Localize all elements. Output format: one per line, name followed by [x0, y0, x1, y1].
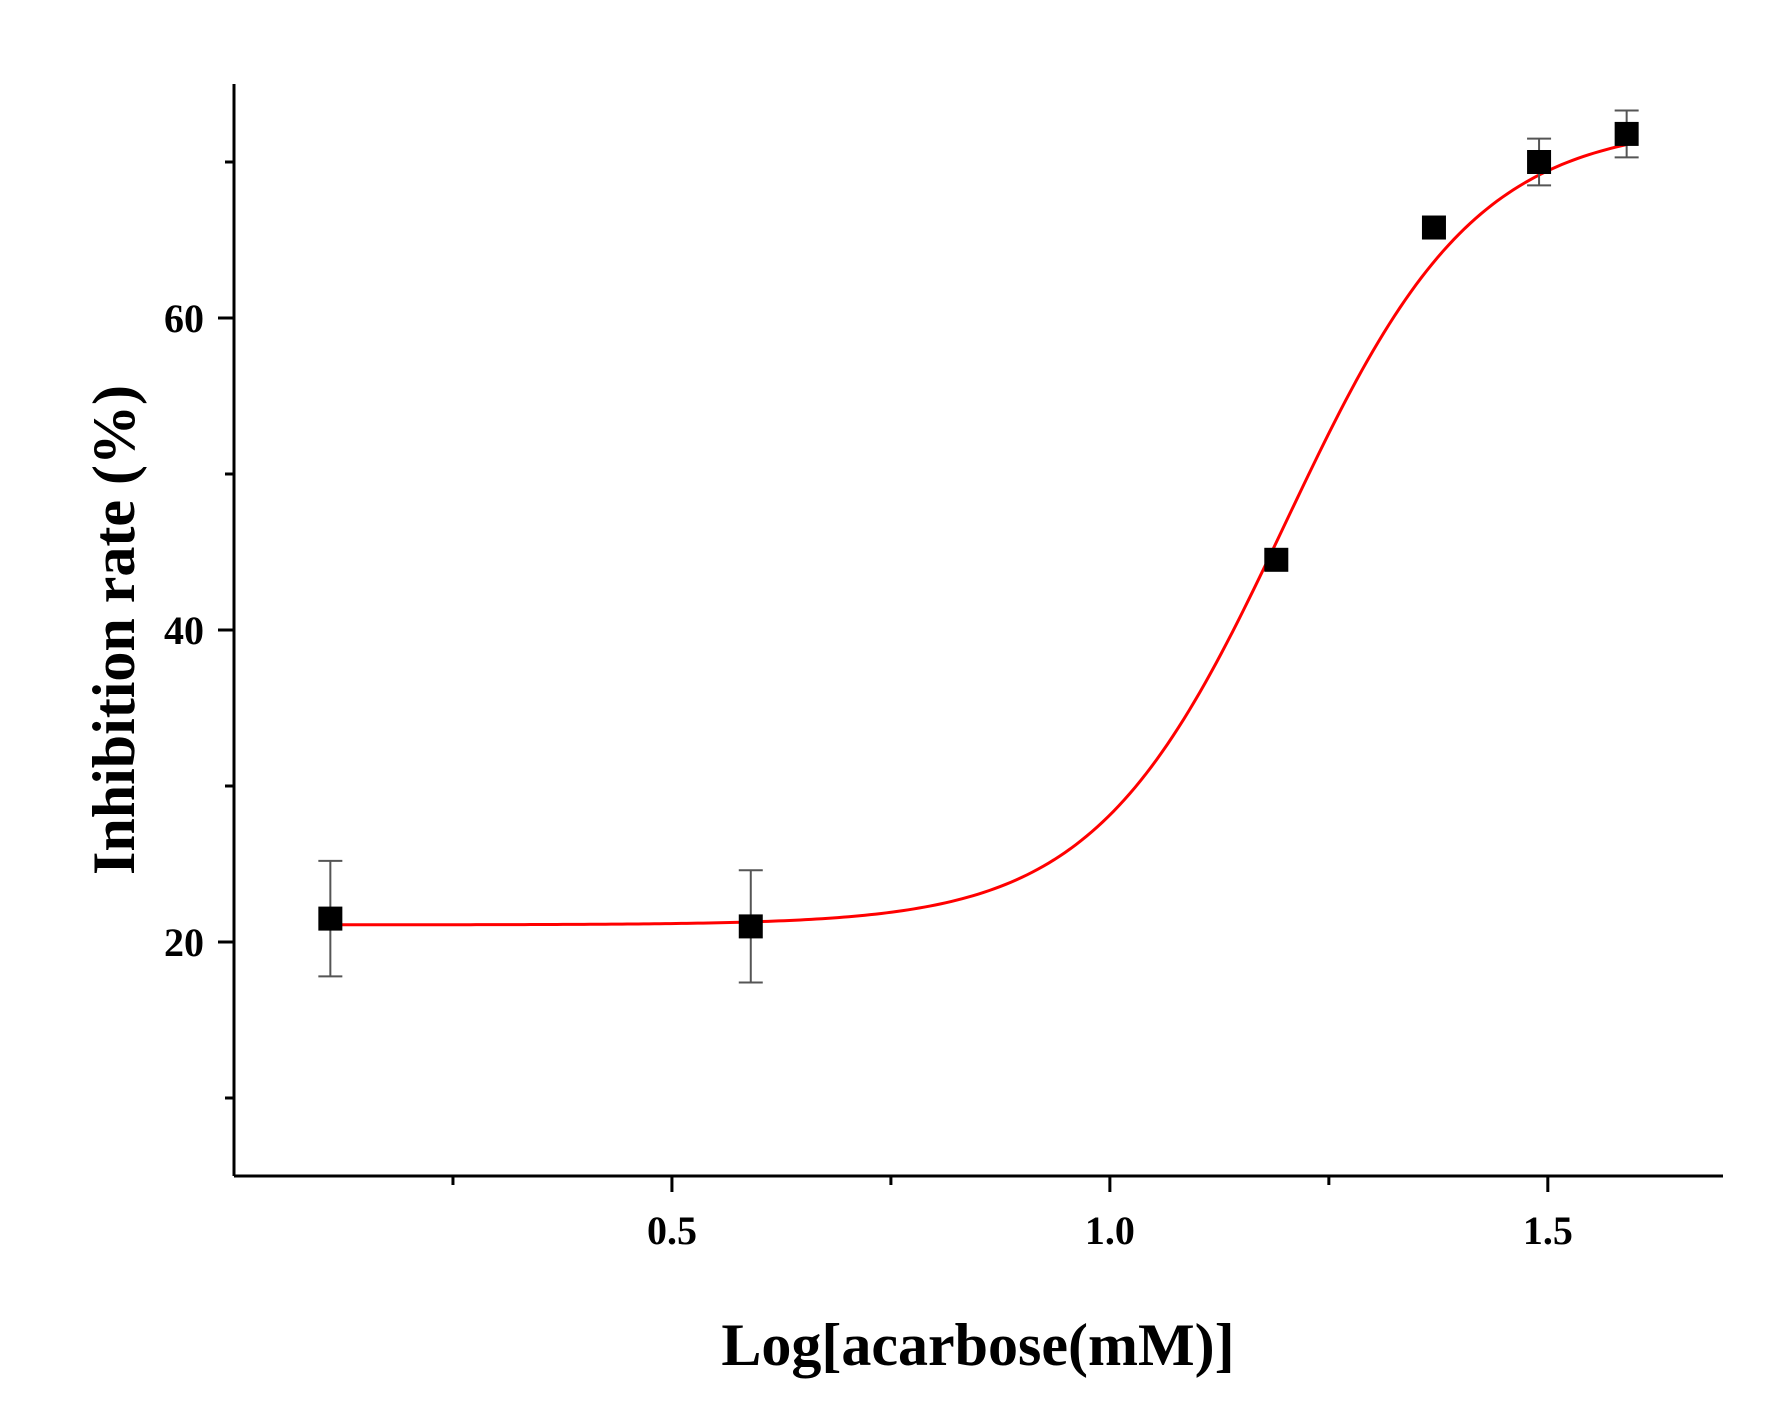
data-point: [1614, 121, 1639, 146]
x-tick-label: 0.5: [647, 1208, 697, 1253]
x-tick-label: 1.0: [1085, 1208, 1135, 1253]
error-bars: [318, 109, 1639, 984]
axes: [232, 84, 1723, 1178]
data-point: [738, 914, 763, 939]
data-point: [1421, 215, 1446, 240]
y-tick-label: 60: [164, 296, 204, 341]
x-tick-label: 1.5: [1523, 1208, 1573, 1253]
fit-curve-group: [330, 143, 1627, 927]
data-point: [1527, 150, 1552, 174]
data-points: [318, 121, 1639, 939]
y-tick-label: 20: [164, 920, 204, 965]
ticks: 0.5 1.0 1.5 20 40 60: [164, 160, 1573, 1253]
data-point: [318, 906, 343, 931]
y-tick-label: 40: [164, 608, 204, 653]
y-axis-title: Inhibition rate (%): [81, 385, 147, 875]
data-point: [1264, 547, 1289, 572]
fit-curve: [330, 143, 1627, 927]
x-axis-title: Log[acarbose(mM)]: [721, 1312, 1234, 1378]
